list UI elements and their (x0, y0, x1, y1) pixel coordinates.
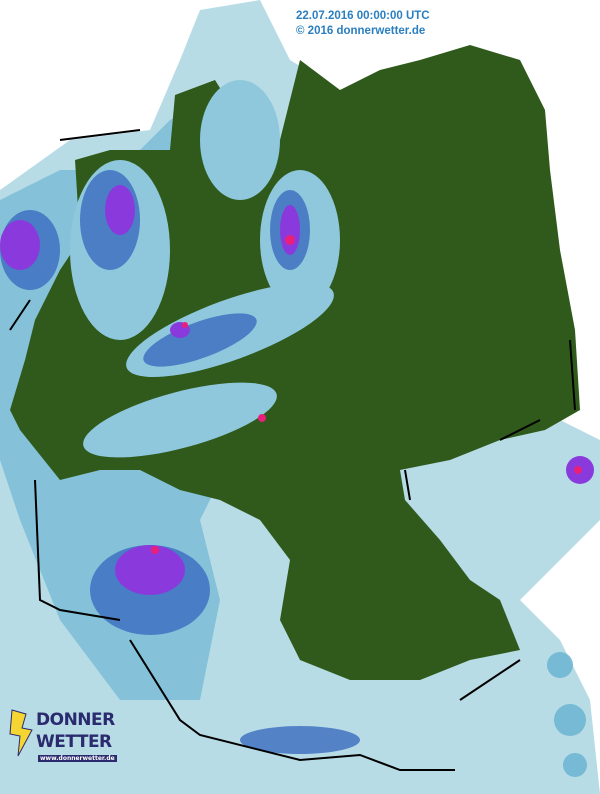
rain-cell (240, 726, 360, 754)
rain-very-heavy (0, 185, 594, 595)
logo-url: www.donnerwetter.de (38, 755, 117, 762)
rain-cell (285, 235, 295, 245)
rain-cell (574, 466, 582, 474)
rain-cells-east (547, 652, 587, 777)
copyright: © 2016 donnerwetter.de (296, 25, 426, 37)
lightning-bolt-icon (9, 709, 33, 757)
timestamp: 22.07.2016 00:00:00 UTC (296, 10, 430, 22)
donnerwetter-logo: DONNER WETTER www.donnerwetter.de (8, 708, 117, 766)
rain-band (83, 382, 277, 458)
rain-extreme (151, 235, 582, 554)
rain-cell (554, 704, 586, 736)
rain-cell (547, 652, 573, 678)
rain-cell (280, 205, 300, 255)
country-border (9, 129, 576, 771)
rain-band (200, 80, 280, 200)
rain-cell (563, 753, 587, 777)
rain-cell (258, 414, 266, 422)
logo-line2: WETTER (36, 732, 112, 752)
rain-cell (0, 220, 40, 270)
rain-cell (151, 546, 159, 554)
logo-line1: DONNER (36, 710, 115, 730)
rain-cell (182, 322, 188, 328)
rain-cell (143, 313, 257, 367)
rain-cell (105, 185, 135, 235)
rain-cell (115, 545, 185, 595)
map-header: 22.07.2016 00:00:00 UTC © 2016 donnerwet… (296, 9, 430, 39)
